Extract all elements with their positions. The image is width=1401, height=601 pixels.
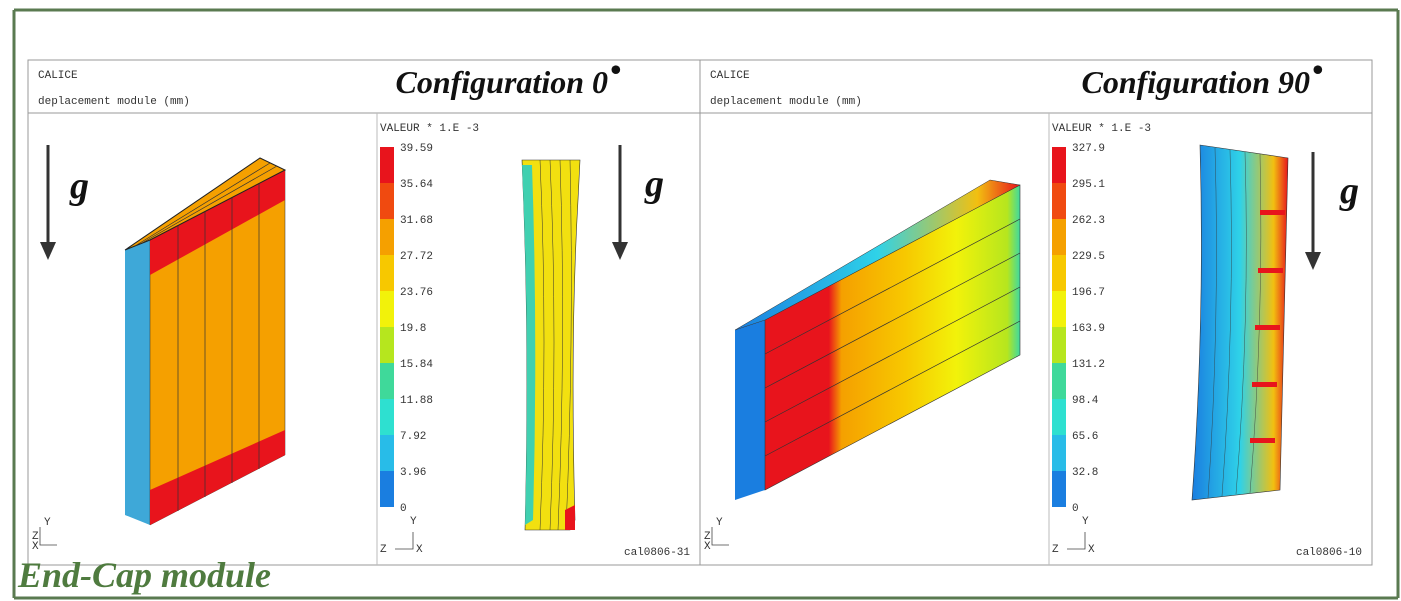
configuration-mark: •	[610, 51, 621, 87]
panel-subtitle: deplacement module (mm)	[38, 96, 190, 108]
axis-label: Y	[410, 516, 417, 528]
color-band	[380, 291, 394, 327]
axis-label: Y	[1082, 516, 1089, 528]
scale-label: 19.8	[400, 323, 426, 335]
color-band	[1052, 147, 1066, 183]
scale-label: 196.7	[1072, 287, 1105, 299]
scale-label: 35.64	[400, 179, 433, 191]
color-band	[1052, 219, 1066, 255]
scale-label: 39.59	[400, 143, 433, 155]
color-band	[1052, 327, 1066, 363]
scale-label: 229.5	[1072, 251, 1105, 263]
gravity-label: g	[644, 163, 664, 205]
color-band	[1052, 183, 1066, 219]
axis-label: X	[416, 544, 423, 556]
axis-label: X	[32, 541, 39, 553]
configuration-mark: •	[1312, 51, 1323, 87]
gravity-arrowhead	[612, 242, 628, 260]
color-band	[380, 183, 394, 219]
scale-label: 262.3	[1072, 215, 1105, 227]
scale-label: 98.4	[1072, 395, 1099, 407]
axis-triad	[1067, 532, 1085, 549]
scale-label: 0	[1072, 503, 1079, 515]
scale-label: 163.9	[1072, 323, 1105, 335]
reference-id: cal0806-31	[624, 547, 690, 559]
panel-header: CALICE	[38, 70, 78, 82]
color-band	[1052, 291, 1066, 327]
color-band	[380, 219, 394, 255]
color-band	[380, 435, 394, 471]
scale-label: 27.72	[400, 251, 433, 263]
gravity-label: g	[69, 165, 89, 207]
panel-subtitle: deplacement module (mm)	[710, 96, 862, 108]
color-band	[380, 471, 394, 507]
axis-label: Z	[380, 544, 387, 556]
scale-label: 0	[400, 503, 407, 515]
scale-title: VALEUR * 1.E -3	[1052, 123, 1151, 135]
axis-label: Z	[1052, 544, 1059, 556]
color-band	[1052, 255, 1066, 291]
gravity-arrowhead	[40, 242, 56, 260]
scale-label: 295.1	[1072, 179, 1105, 191]
color-band	[380, 363, 394, 399]
scale-label: 11.88	[400, 395, 433, 407]
fea-model-90deg	[735, 145, 1288, 500]
slide: CALICE deplacement module (mm) Configurati…	[0, 0, 1401, 601]
gravity-arrowhead	[1305, 252, 1321, 270]
scale-label: 65.6	[1072, 431, 1098, 443]
reference-id: cal0806-10	[1296, 547, 1362, 559]
color-band	[380, 255, 394, 291]
scale-label: 15.84	[400, 359, 433, 371]
color-band	[380, 399, 394, 435]
scale-title: VALEUR * 1.E -3	[380, 123, 479, 135]
axis-triad	[395, 532, 413, 549]
axis-triad	[712, 527, 729, 545]
slide-title: End-Cap module	[17, 555, 271, 595]
axis-label: Y	[716, 517, 723, 529]
scale-label: 31.68	[400, 215, 433, 227]
color-band	[1052, 399, 1066, 435]
axis-label: X	[1088, 544, 1095, 556]
color-band	[380, 327, 394, 363]
scale-label: 23.76	[400, 287, 433, 299]
axis-label: X	[704, 541, 711, 553]
gravity-label: g	[1339, 170, 1359, 212]
fea-model-0deg	[125, 158, 580, 530]
scale-label: 32.8	[1072, 467, 1098, 479]
scale-label: 327.9	[1072, 143, 1105, 155]
configuration-title: Configuration 90	[1081, 64, 1310, 100]
axis-label: Y	[44, 517, 51, 529]
color-band	[1052, 363, 1066, 399]
color-band	[380, 147, 394, 183]
color-band	[1052, 471, 1066, 507]
scale-label: 3.96	[400, 467, 426, 479]
configuration-title: Configuration 0	[395, 64, 608, 100]
color-band	[1052, 435, 1066, 471]
scale-label: 131.2	[1072, 359, 1105, 371]
scale-label: 7.92	[400, 431, 426, 443]
panel-header: CALICE	[710, 70, 750, 82]
axis-triad	[40, 527, 57, 545]
